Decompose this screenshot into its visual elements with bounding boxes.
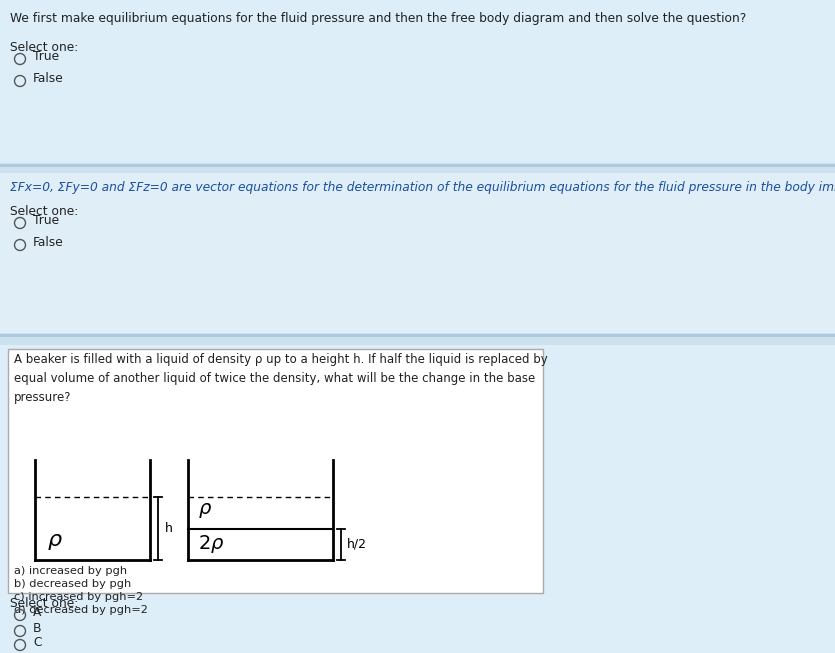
Bar bbox=[0, 173, 835, 333]
Text: False: False bbox=[33, 71, 63, 84]
Bar bbox=[0, 335, 835, 344]
Text: h/2: h/2 bbox=[347, 538, 367, 550]
Text: ΣFx=0, ΣFy=0 and ΣFz=0 are vector equations for the determination of the equilib: ΣFx=0, ΣFy=0 and ΣFz=0 are vector equati… bbox=[10, 181, 835, 194]
Text: $\rho$: $\rho$ bbox=[47, 532, 63, 552]
Text: Select one:: Select one: bbox=[10, 41, 78, 54]
FancyBboxPatch shape bbox=[8, 349, 543, 593]
Text: $\rho$: $\rho$ bbox=[198, 502, 212, 520]
Text: A: A bbox=[33, 607, 42, 620]
Text: a) increased by pgh: a) increased by pgh bbox=[14, 566, 127, 576]
Text: B: B bbox=[33, 622, 42, 635]
Bar bbox=[0, 345, 835, 653]
Text: $2\rho$: $2\rho$ bbox=[198, 534, 225, 555]
Text: True: True bbox=[33, 50, 59, 63]
Text: d) decreased by pgh=2: d) decreased by pgh=2 bbox=[14, 605, 148, 615]
Text: b) decreased by pgh: b) decreased by pgh bbox=[14, 579, 131, 589]
Text: C: C bbox=[33, 637, 42, 650]
Text: A beaker is filled with a liquid of density ρ up to a height h. If half the liqu: A beaker is filled with a liquid of dens… bbox=[14, 353, 548, 404]
Bar bbox=[0, 165, 835, 173]
Text: h: h bbox=[165, 522, 173, 535]
Text: c) increased by pgh=2: c) increased by pgh=2 bbox=[14, 592, 143, 602]
Bar bbox=[0, 0, 835, 163]
Text: Select one:: Select one: bbox=[10, 597, 78, 610]
Text: We first make equilibrium equations for the fluid pressure and then the free bod: We first make equilibrium equations for … bbox=[10, 12, 746, 25]
Text: Select one:: Select one: bbox=[10, 205, 78, 218]
Text: True: True bbox=[33, 214, 59, 227]
Text: False: False bbox=[33, 236, 63, 249]
